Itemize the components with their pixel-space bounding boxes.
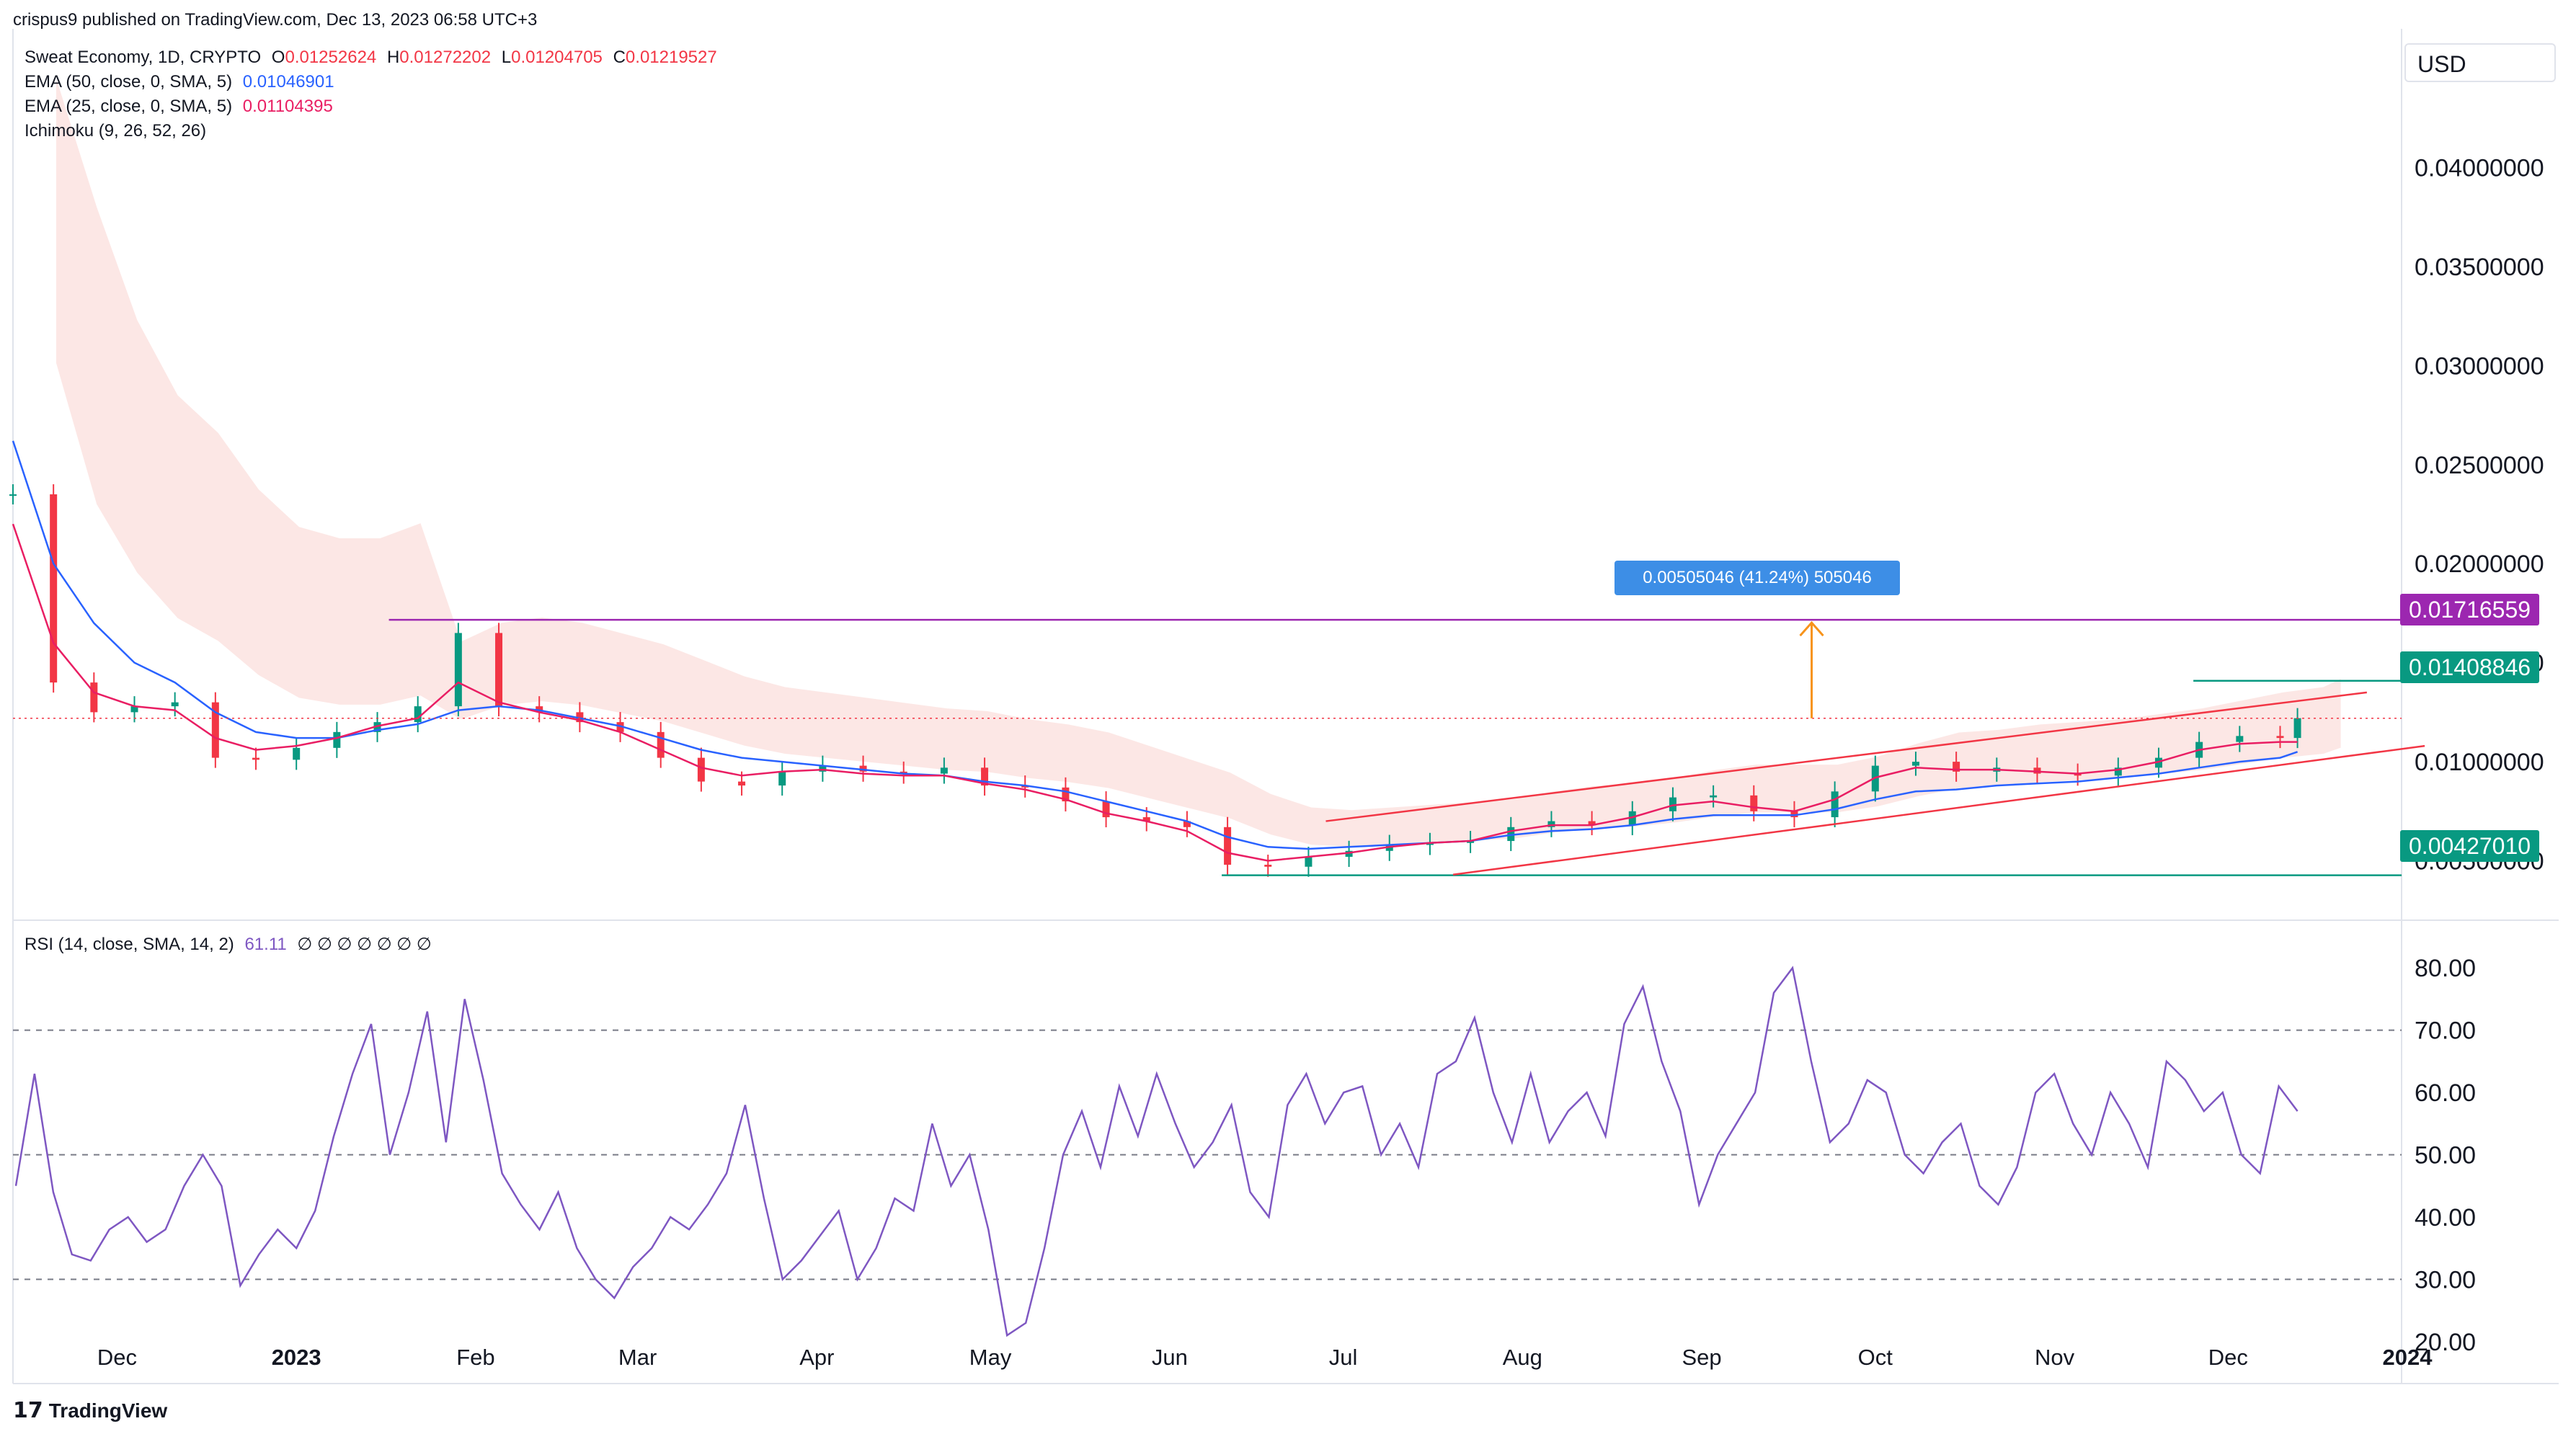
price-candle — [698, 758, 705, 782]
ohlc-open-label: O — [272, 48, 285, 67]
symbol-legend: Sweat Economy, 1D, CRYPTO O0.01252624 H0… — [25, 48, 723, 68]
spike-price-tag: 0.01408846 — [2400, 651, 2539, 683]
time-tick-label: Aug — [1503, 1345, 1542, 1370]
price-tick-label: 0.02000000 — [2415, 551, 2544, 578]
time-tick-label: Mar — [618, 1345, 657, 1370]
time-tick-label: May — [969, 1345, 1012, 1370]
ema25-label: EMA (25, close, 0, SMA, 5) — [25, 97, 232, 116]
tradingview-brand: TradingView — [49, 1399, 167, 1422]
ema50-label: EMA (50, close, 0, SMA, 5) — [25, 72, 232, 92]
price-candle — [414, 706, 422, 722]
ohlc-open: O0.01252624 — [272, 48, 376, 67]
price-candle — [1831, 791, 1839, 817]
rsi-legend[interactable]: RSI (14, close, SMA, 14, 2) 61.11 ∅ ∅ ∅ … — [25, 934, 438, 955]
rsi-value: 61.11 — [244, 935, 286, 954]
ema50-legend[interactable]: EMA (50, close, 0, SMA, 5) 0.01046901 — [25, 72, 340, 92]
price-tick-label: 0.03000000 — [2415, 352, 2544, 380]
ema50-value: 0.01046901 — [243, 72, 334, 92]
time-tick-label: Nov — [2035, 1345, 2075, 1370]
ohlc-close: C0.01219527 — [613, 48, 717, 67]
time-tick-label: 2024 — [2383, 1345, 2433, 1370]
price-candle — [1710, 796, 1717, 798]
rsi-tick-label: 70.00 — [2415, 1017, 2476, 1045]
ema25-legend[interactable]: EMA (25, close, 0, SMA, 5) 0.01104395 — [25, 97, 339, 117]
price-candle — [738, 782, 745, 785]
time-tick-label: 2023 — [272, 1345, 321, 1370]
time-tick-label: Jul — [1329, 1345, 1358, 1370]
time-tick-label: Sep — [1682, 1345, 1721, 1370]
price-candle — [172, 703, 179, 706]
ohlc-close-label: C — [613, 48, 626, 67]
ema25-value: 0.01104395 — [243, 97, 333, 116]
publisher-line: crispus9 published on TradingView.com, D… — [13, 10, 537, 30]
ohlc-low: L0.01204705 — [502, 48, 603, 67]
ohlc-low-label: L — [502, 48, 511, 67]
ohlc-open-value: 0.01252624 — [285, 48, 376, 67]
tradingview-logo[interactable]: 𝟭𝟳 TradingView — [13, 1398, 167, 1423]
price-tick-label: 0.02500000 — [2415, 452, 2544, 479]
rsi-tick-label: 80.00 — [2415, 955, 2476, 982]
time-tick-label: Dec — [97, 1345, 137, 1370]
price-candle — [2236, 736, 2243, 742]
price-candle — [293, 748, 300, 760]
time-tick-label: Jun — [1152, 1345, 1188, 1370]
symbol-title[interactable]: Sweat Economy, 1D, CRYPTO — [25, 48, 261, 67]
ohlc-close-value: 0.01219527 — [626, 48, 717, 67]
rsi-tick-label: 40.00 — [2415, 1204, 2476, 1232]
time-tick-label: Feb — [456, 1345, 494, 1370]
measure-label[interactable]: 0.00505046 (41.24%) 505046 — [1615, 561, 1900, 595]
price-candle — [941, 767, 948, 773]
price-tick-label: 0.03500000 — [2415, 254, 2544, 281]
ohlc-low-value: 0.01204705 — [511, 48, 603, 67]
price-candle — [1305, 857, 1312, 867]
price-candle — [1912, 762, 1919, 765]
ohlc-high-value: 0.01272202 — [399, 48, 491, 67]
price-candle — [455, 633, 462, 706]
price-candle — [495, 633, 502, 706]
price-candle — [1264, 865, 1271, 867]
time-tick-label: Oct — [1858, 1345, 1893, 1370]
ichimoku-label: Ichimoku (9, 26, 52, 26) — [25, 121, 206, 141]
price-candle — [252, 758, 259, 760]
price-tick-label: 0.04000000 — [2415, 154, 2544, 182]
time-tick-label: Dec — [2208, 1345, 2248, 1370]
ohlc-high-label: H — [387, 48, 399, 67]
price-candle — [9, 494, 17, 496]
price-candle — [333, 732, 340, 748]
price-candle — [50, 494, 57, 682]
support-price-tag: 0.00427010 — [2400, 830, 2539, 862]
price-tick-label: 0.01000000 — [2415, 749, 2544, 776]
rsi-label: RSI (14, close, SMA, 14, 2) — [25, 935, 234, 954]
rsi-tick-label: 60.00 — [2415, 1079, 2476, 1107]
price-candle — [90, 682, 97, 712]
time-tick-label: Apr — [799, 1345, 834, 1370]
price-candle — [1224, 827, 1231, 865]
ichimoku-legend[interactable]: Ichimoku (9, 26, 52, 26) — [25, 121, 212, 141]
price-candle — [2294, 718, 2301, 738]
price-candle — [1750, 796, 1757, 811]
rsi-na-values: ∅ ∅ ∅ ∅ ∅ ∅ ∅ — [297, 935, 431, 954]
currency-selector[interactable]: USD — [2404, 43, 2556, 82]
price-candle — [778, 772, 786, 785]
resistance-price-tag: 0.01716559 — [2400, 594, 2539, 625]
price-candle — [1103, 801, 1110, 817]
tradingview-logo-icon: 𝟭𝟳 — [13, 1398, 43, 1423]
rsi-tick-label: 30.00 — [2415, 1266, 2476, 1293]
rsi-tick-label: 50.00 — [2415, 1142, 2476, 1170]
ohlc-high: H0.01272202 — [387, 48, 491, 67]
price-candle — [657, 732, 665, 758]
price-candle — [2276, 736, 2283, 738]
